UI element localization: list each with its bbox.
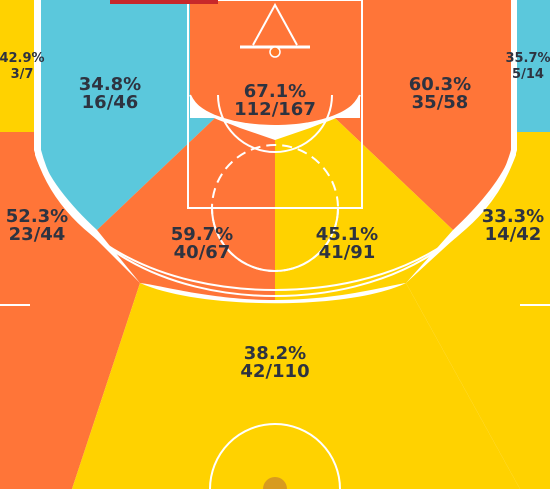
right-baseline-mid-pct: 60.3% (409, 74, 471, 95)
top-key-three-pct: 38.2% (244, 343, 306, 364)
restricted-area-pct: 67.1% (244, 81, 306, 102)
right-elbow-mid-pct: 45.1% (316, 224, 378, 245)
rim-icon (269, 46, 281, 58)
ball-icon (263, 477, 287, 489)
right-baseline-mid-frac: 35/58 (412, 92, 469, 113)
zone-left-baseline-mid[interactable] (40, 0, 215, 230)
header-tab (110, 0, 218, 4)
hoop (110, 0, 310, 489)
left-elbow-mid-frac: 40/67 (174, 242, 231, 263)
restricted-area-frac: 112/167 (234, 99, 316, 120)
left-baseline-mid-pct: 34.8% (79, 74, 141, 95)
top-key-three-frac: 42/110 (240, 361, 309, 382)
zone-left-corner[interactable] (0, 0, 35, 132)
right-elbow-mid-frac: 41/91 (319, 242, 376, 263)
right-wing-three-frac: 14/42 (485, 224, 542, 245)
zone-right-baseline-mid[interactable] (335, 0, 512, 230)
left-corner-pct: 42.9% (0, 51, 45, 66)
zone-restricted-area[interactable] (190, 0, 360, 125)
right-wing-three-pct: 33.3% (482, 206, 544, 227)
right-corner-pct: 35.7% (505, 51, 550, 66)
left-wing-three-frac: 23/44 (9, 224, 66, 245)
zone-left-wing-three[interactable] (0, 132, 140, 489)
zone-right-corner[interactable] (516, 0, 550, 132)
left-baseline-mid-frac: 16/46 (82, 92, 139, 113)
basket-net-icon (252, 2, 298, 46)
left-wing-three-pct: 52.3% (6, 206, 68, 227)
left-elbow-mid-pct: 59.7% (171, 224, 233, 245)
zone-right-wing-three[interactable] (406, 132, 550, 489)
zone-top-key-three[interactable] (72, 283, 520, 489)
left-corner-frac: 3/7 (11, 67, 34, 82)
zone-labels: 42.9% 3/7 35.7% 5/14 34.8% 16/46 67.1% 1… (0, 51, 550, 382)
right-corner-frac: 5/14 (512, 67, 544, 82)
